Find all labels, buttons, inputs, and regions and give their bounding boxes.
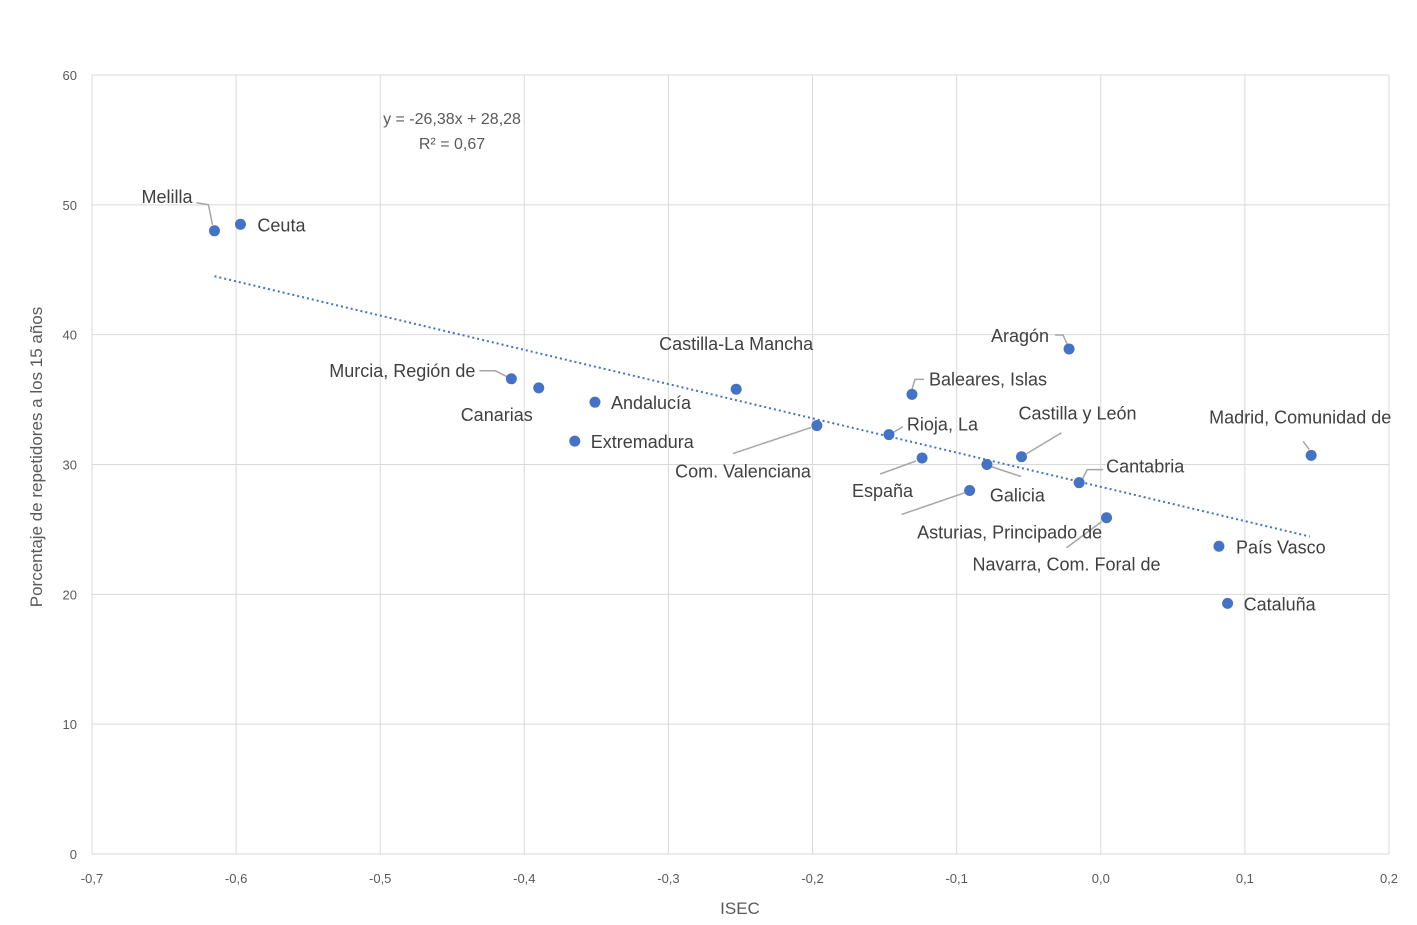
label-leader-line xyxy=(196,202,214,225)
leader-lines xyxy=(196,202,1310,549)
y-tick-label: 20 xyxy=(63,587,77,602)
point-label: Andalucía xyxy=(611,393,692,413)
point-label: Galicia xyxy=(990,486,1046,506)
x-tick-label: -0,1 xyxy=(945,871,967,886)
y-tick-label: 0 xyxy=(70,847,77,862)
tick-labels: -0,7 -0,6 -0,5 -0,4 -0,3 -0,2 -0,1 0,0 0,1 0,2 0 10… xyxy=(63,68,1399,886)
label-leader-line xyxy=(732,426,812,455)
point-label: País Vasco xyxy=(1236,537,1326,557)
y-tick-label: 30 xyxy=(63,458,77,473)
data-point xyxy=(1063,343,1075,355)
y-tick-label: 60 xyxy=(63,68,77,83)
data-point xyxy=(906,388,918,400)
point-labels: Melilla Ceuta Murcia, Región de Canarias And… xyxy=(141,187,1391,615)
data-points xyxy=(208,218,1317,609)
label-leader-line xyxy=(1081,468,1104,481)
label-leader-line xyxy=(479,370,508,378)
point-label: Castilla-La Mancha xyxy=(659,334,814,354)
trendline xyxy=(214,275,1310,538)
point-label: Canarias xyxy=(461,405,533,425)
data-point xyxy=(730,383,742,395)
y-tick-label: 40 xyxy=(63,328,77,343)
point-label: Melilla xyxy=(141,187,193,207)
point-label: Aragón xyxy=(991,326,1049,346)
label-leader-line xyxy=(1026,432,1062,455)
trendline-group xyxy=(214,275,1310,538)
point-label: Com. Valenciana xyxy=(675,462,812,482)
data-point xyxy=(569,435,581,447)
data-point xyxy=(208,225,220,237)
y-axis-title: Porcentaje de repetidores a los 15 años xyxy=(27,307,46,608)
data-point xyxy=(533,382,545,394)
x-tick-label: 0,2 xyxy=(1380,871,1398,886)
data-point xyxy=(1222,597,1234,609)
x-tick-label: -0,7 xyxy=(81,871,103,886)
point-label: Extremadura xyxy=(591,432,695,452)
label-leader-line xyxy=(1055,334,1068,345)
data-point xyxy=(589,396,601,408)
x-tick-label: 0,1 xyxy=(1236,871,1254,886)
x-tick-label: 0,0 xyxy=(1092,871,1110,886)
point-label: Asturias, Principado de xyxy=(917,522,1102,542)
data-point xyxy=(234,218,246,230)
data-point xyxy=(1101,512,1113,524)
point-label: Madrid, Comunidad de xyxy=(1209,407,1391,427)
label-leader-line xyxy=(911,378,924,390)
label-leader-line xyxy=(879,460,917,475)
x-axis-title: ISEC xyxy=(720,899,760,918)
data-point xyxy=(1305,449,1317,461)
label-leader-line xyxy=(1066,521,1102,549)
x-tick-label: -0,3 xyxy=(657,871,679,886)
point-label: España xyxy=(852,481,914,501)
label-leader-line xyxy=(901,491,966,516)
y-tick-label: 10 xyxy=(63,717,77,732)
point-label: Navarra, Com. Foral de xyxy=(973,555,1161,575)
data-point xyxy=(1073,477,1085,489)
trendline-equation: y = -26,38x + 28,28 xyxy=(383,111,521,128)
x-tick-label: -0,2 xyxy=(801,871,823,886)
point-label: Baleares, Islas xyxy=(929,369,1047,389)
label-leader-line xyxy=(892,425,904,434)
data-point xyxy=(916,452,928,464)
data-point xyxy=(964,484,976,496)
y-tick-label: 50 xyxy=(63,198,77,213)
data-point xyxy=(505,373,517,385)
data-point xyxy=(811,420,823,432)
point-label: Castilla y León xyxy=(1018,404,1136,424)
trendline-r2: R² = 0,67 xyxy=(419,136,485,153)
gridlines xyxy=(91,74,1390,855)
x-tick-label: -0,4 xyxy=(513,871,535,886)
data-point xyxy=(1213,540,1225,552)
label-leader-line xyxy=(990,465,1022,478)
point-label: Murcia, Región de xyxy=(329,361,475,381)
data-point xyxy=(883,429,895,441)
point-label: Cataluña xyxy=(1244,594,1317,614)
data-point xyxy=(981,459,993,470)
x-tick-label: -0,6 xyxy=(225,871,247,886)
data-point xyxy=(1016,451,1028,463)
point-label: Rioja, La xyxy=(907,415,979,435)
point-label: Ceuta xyxy=(257,215,306,235)
point-label: Cantabria xyxy=(1106,457,1185,477)
x-tick-label: -0,5 xyxy=(369,871,391,886)
label-leader-line xyxy=(1302,440,1310,450)
